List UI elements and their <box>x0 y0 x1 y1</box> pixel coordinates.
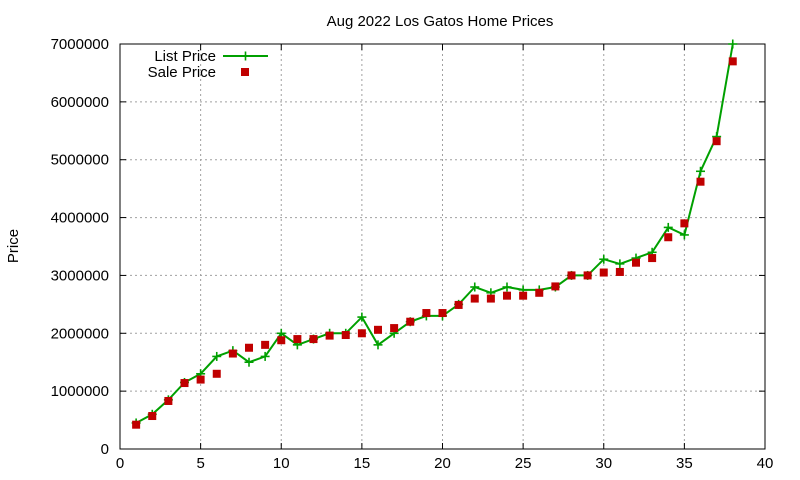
list-price-point <box>696 166 705 176</box>
sale-price-point <box>728 57 737 66</box>
axis-ticks: 0 5 10 15 20 25 30 35 40 0 1000000 2000000 3000000 40… <box>51 36 774 472</box>
sale-price-point <box>309 335 318 344</box>
list-price-point <box>373 340 383 350</box>
sale-price-point <box>696 177 705 186</box>
sale-price-point <box>470 294 479 303</box>
sale-price-point <box>132 420 141 429</box>
sale-price-point <box>148 412 157 421</box>
sale-price-point <box>245 343 253 352</box>
list-price-point <box>599 254 609 264</box>
list-price-line <box>135 43 734 424</box>
sale-price-point <box>438 309 447 318</box>
sale-price-point <box>615 267 624 276</box>
list-price-point <box>615 259 625 269</box>
sale-price-point <box>680 219 689 228</box>
x-tick-label: 40 <box>757 455 774 472</box>
y-tick-label: 6000000 <box>51 94 109 111</box>
x-tick-label: 10 <box>273 455 290 472</box>
sale-price-point <box>164 396 173 405</box>
list-price-point <box>212 351 222 361</box>
sale-price-point <box>519 291 528 300</box>
legend-label-sale-price: Sale Price <box>148 64 216 81</box>
sale-price-point <box>341 331 350 340</box>
y-axis-label: Price <box>5 229 22 263</box>
list-price-point <box>728 39 738 49</box>
sale-price-point <box>486 294 495 303</box>
sale-price-point <box>503 291 511 300</box>
list-price-point <box>679 230 689 240</box>
sale-price-point <box>454 300 463 309</box>
x-tick-label: 5 <box>196 455 204 472</box>
sale-price-point <box>712 137 721 146</box>
sale-price-point <box>535 288 544 297</box>
sale-price-point <box>261 340 270 349</box>
grid-lines <box>120 44 765 449</box>
legend-label-list-price: List Price <box>154 48 216 65</box>
sale-price-point <box>422 309 431 318</box>
sale-price-point <box>212 369 221 378</box>
y-tick-label: 5000000 <box>51 152 109 169</box>
sale-price-point <box>325 331 334 340</box>
list-price-point <box>357 312 367 322</box>
sale-price-point <box>357 329 366 338</box>
sale-price-point <box>583 271 592 280</box>
sale-price-point <box>406 317 415 326</box>
y-tick-label: 0 <box>101 441 109 458</box>
x-tick-label: 20 <box>434 455 451 472</box>
sale-price-point <box>277 336 286 345</box>
x-tick-label: 15 <box>354 455 371 472</box>
sale-price-point <box>228 349 237 358</box>
y-tick-label: 3000000 <box>51 267 109 284</box>
sale-price-point <box>551 282 560 291</box>
legend-sample-sale-price <box>241 68 249 76</box>
list-price-point <box>502 282 512 292</box>
chart-title: Aug 2022 Los Gatos Home Prices <box>327 13 554 30</box>
sale-price-point <box>374 325 382 334</box>
sale-price-point <box>664 233 673 242</box>
legend: List Price Sale Price <box>148 48 268 81</box>
sale-price-point <box>180 379 189 388</box>
sale-price-point <box>293 335 302 344</box>
list-price-point <box>260 351 270 361</box>
sale-price-point <box>648 254 657 263</box>
list-price-point <box>244 357 254 367</box>
list-price-point <box>470 282 480 292</box>
y-tick-label: 7000000 <box>51 36 109 53</box>
data-series <box>131 39 738 429</box>
x-tick-label: 30 <box>595 455 612 472</box>
y-tick-label: 1000000 <box>51 383 109 400</box>
y-tick-label: 4000000 <box>51 210 109 227</box>
x-tick-label: 35 <box>676 455 693 472</box>
x-tick-label: 0 <box>116 455 124 472</box>
x-tick-label: 25 <box>515 455 532 472</box>
sale-price-point <box>599 268 608 277</box>
y-tick-label: 2000000 <box>51 325 109 342</box>
sale-price-point <box>390 324 399 333</box>
sale-price-point <box>196 375 205 384</box>
sale-price-point <box>632 258 640 267</box>
sale-price-point <box>567 271 576 280</box>
list-price-point <box>663 222 673 232</box>
